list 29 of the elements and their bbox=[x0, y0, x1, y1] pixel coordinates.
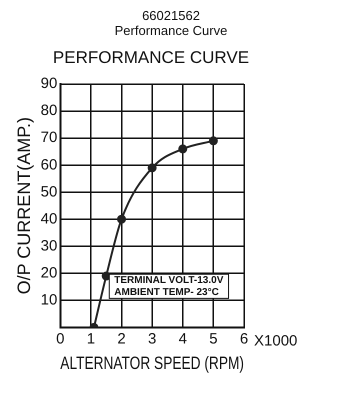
point bbox=[148, 163, 157, 172]
point bbox=[178, 144, 188, 154]
x-axis-title: ALTERNATOR SPEED (RPM) bbox=[60, 354, 244, 374]
x-tick-label: 3 bbox=[148, 330, 156, 348]
y-tick-label: 70 bbox=[40, 129, 58, 146]
annotation: AMBIENT TEMP- 23°C bbox=[114, 287, 219, 298]
y-tick-label: 20 bbox=[40, 264, 58, 282]
annotation: TERMINAL VOLT-13.0V bbox=[114, 275, 224, 286]
x-tick-label: 0 bbox=[56, 330, 64, 348]
text: X1000 bbox=[254, 332, 298, 350]
x-tick-label: 2 bbox=[117, 330, 126, 348]
text: PERFORMANCE CURVE bbox=[52, 48, 250, 68]
point bbox=[117, 214, 126, 224]
y-tick-label: 80 bbox=[40, 102, 58, 120]
x-tick-label: 5 bbox=[209, 330, 218, 348]
y-tick-label: 90 bbox=[40, 75, 58, 92]
y-tick-label: 60 bbox=[40, 156, 58, 174]
point bbox=[102, 272, 111, 281]
x-tick-label: 1 bbox=[86, 330, 96, 348]
point bbox=[208, 136, 218, 146]
y-tick-label: 30 bbox=[40, 237, 58, 254]
chart-subtitle: Performance Curve bbox=[114, 23, 228, 38]
y-tick-label: 40 bbox=[40, 210, 58, 228]
y-tick-label: 10 bbox=[40, 291, 58, 308]
chart-title: 66021562 bbox=[141, 8, 201, 23]
y-tick-label: 50 bbox=[40, 183, 58, 200]
x-tick-label: 6 bbox=[240, 330, 248, 348]
x-tick-label: 4 bbox=[178, 330, 187, 348]
y-axis-title: O/P CURRENT(AMP.) bbox=[14, 117, 34, 294]
